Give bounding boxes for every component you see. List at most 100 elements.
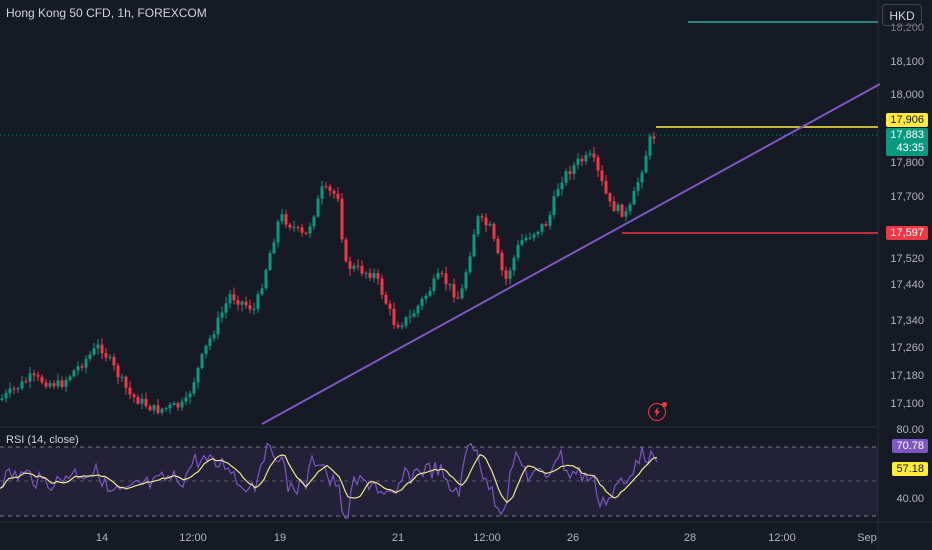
candle-body xyxy=(396,325,400,328)
time-label-26: 26 xyxy=(566,532,580,544)
candle-body xyxy=(256,294,260,309)
candle-body xyxy=(316,198,320,217)
candle-body xyxy=(564,171,568,183)
red-level-tag: 17,597 xyxy=(886,226,928,240)
candle-body xyxy=(344,239,348,262)
candle-body xyxy=(112,356,116,366)
candle-body xyxy=(240,301,244,305)
candle-body xyxy=(300,227,304,233)
candle-body xyxy=(352,265,356,269)
price-label-17520: 17,520 xyxy=(890,253,924,265)
candle-body xyxy=(92,348,96,355)
candle-body xyxy=(196,367,200,383)
candle-body xyxy=(120,376,124,378)
candle-body xyxy=(616,204,620,211)
candle-body xyxy=(272,242,276,254)
candle-body xyxy=(412,313,416,317)
candle-body xyxy=(236,300,240,305)
candle-body xyxy=(32,373,36,376)
candle-body xyxy=(528,237,532,239)
candle-body xyxy=(144,398,148,407)
candle-body xyxy=(584,155,588,162)
candle-body xyxy=(648,136,652,156)
price-label-17180: 17,180 xyxy=(890,370,924,382)
lightning-alert-icon[interactable] xyxy=(648,402,667,421)
candle-body xyxy=(632,190,636,205)
candle-body xyxy=(348,261,352,269)
candle-body xyxy=(524,237,528,241)
candle-body xyxy=(292,227,296,229)
time-label-1200-a: 12:00 xyxy=(179,532,207,544)
candle-body xyxy=(384,294,388,304)
candle-body xyxy=(8,388,12,394)
candle-body xyxy=(588,153,592,156)
candle-body xyxy=(520,240,524,245)
candle-body xyxy=(312,216,316,227)
candle-body xyxy=(388,303,392,309)
candle-body xyxy=(216,317,220,335)
candle-body xyxy=(468,256,472,273)
candle-body xyxy=(452,284,456,298)
trend-line xyxy=(261,83,881,425)
candle-body xyxy=(428,290,432,296)
candle-body xyxy=(624,211,628,217)
candle-body xyxy=(264,269,268,289)
candle-body xyxy=(136,397,140,404)
candle-body xyxy=(652,136,656,139)
price-label-17800: 17,800 xyxy=(890,157,924,169)
candle-body xyxy=(108,356,112,358)
candle-body xyxy=(320,186,324,199)
candle-body xyxy=(116,365,120,378)
candle-body xyxy=(472,234,476,257)
candle-body xyxy=(268,253,272,270)
candle-body xyxy=(464,272,468,289)
candle-body xyxy=(52,383,56,387)
current-price: 17,883 xyxy=(890,129,924,141)
candle-body xyxy=(168,404,172,409)
candle-body xyxy=(572,165,576,175)
candle-body xyxy=(76,366,80,371)
candle-body xyxy=(512,257,516,271)
candle-body xyxy=(48,383,52,387)
rsi-label-40: 40.00 xyxy=(896,493,924,505)
candle-body xyxy=(80,366,84,368)
candle-body xyxy=(356,265,360,267)
candle-body xyxy=(28,373,32,382)
price-label-17340: 17,340 xyxy=(890,315,924,327)
candle-body xyxy=(372,273,376,278)
candle-body xyxy=(620,204,624,217)
candle-body xyxy=(416,306,420,314)
price-label-17100: 17,100 xyxy=(890,398,924,410)
candle-body xyxy=(304,232,308,234)
currency-button[interactable]: HKD xyxy=(882,4,922,26)
candle-body xyxy=(72,370,76,377)
candle-body xyxy=(628,204,632,212)
price-label-17440: 17,440 xyxy=(890,279,924,291)
candle-body xyxy=(252,308,256,310)
time-label-sep: Sep xyxy=(857,532,877,544)
candle-body xyxy=(420,298,424,307)
candle-body xyxy=(276,221,280,243)
candle-body xyxy=(204,345,208,355)
candle-body xyxy=(260,288,264,295)
price-label-cut: 18,200 xyxy=(890,22,924,34)
rsi-line xyxy=(0,442,658,519)
candle-body xyxy=(548,214,552,226)
candle-body xyxy=(376,273,380,279)
candle-body xyxy=(132,394,136,398)
candle-body xyxy=(60,380,64,387)
rsi-label-80: 80.00 xyxy=(896,424,924,436)
candle-body xyxy=(160,408,164,413)
candle-body xyxy=(552,196,556,215)
candle-body xyxy=(476,216,480,235)
time-label-1200-b: 12:00 xyxy=(473,532,501,544)
candle-body xyxy=(500,252,504,271)
candle-body xyxy=(496,238,500,253)
candle-body xyxy=(536,231,540,235)
candle-body xyxy=(404,317,408,326)
candle-body xyxy=(24,381,28,383)
candle-body xyxy=(424,295,428,299)
candle-body xyxy=(244,301,248,306)
